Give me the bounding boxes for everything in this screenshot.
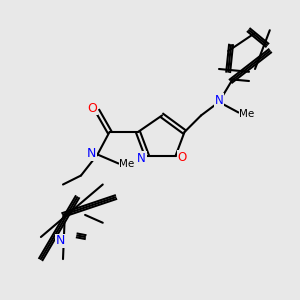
Text: Me: Me [119, 159, 134, 170]
Text: N: N [214, 94, 224, 107]
Text: N: N [56, 234, 65, 248]
Text: Me: Me [239, 109, 254, 119]
Text: O: O [178, 151, 187, 164]
Text: N: N [87, 147, 96, 161]
Text: O: O [87, 101, 97, 115]
Text: N: N [137, 152, 146, 165]
